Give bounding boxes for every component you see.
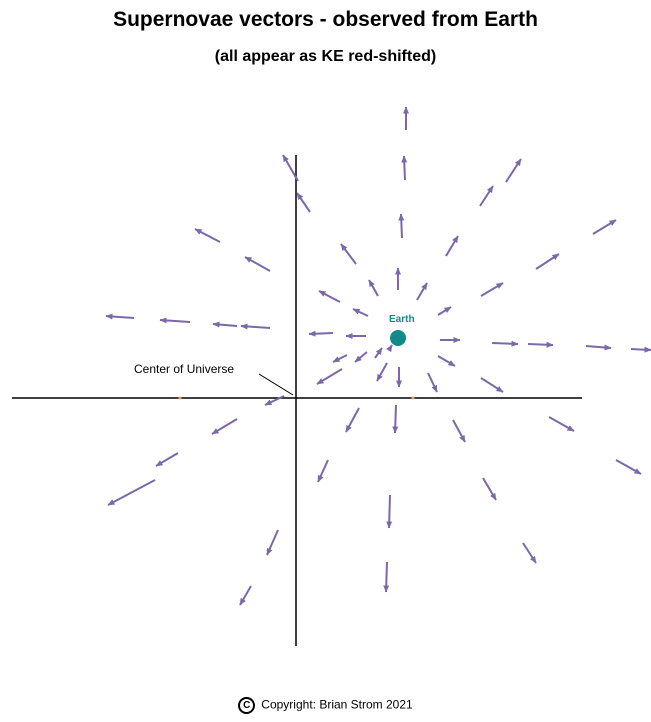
- vector-arrow: [386, 494, 393, 529]
- vector-arrow: [585, 344, 612, 351]
- vector-arrow: [107, 479, 156, 506]
- vector-arrow: [386, 344, 393, 353]
- vector-arrow: [345, 407, 360, 433]
- supernova-vectors: [105, 106, 651, 606]
- vector-arrow: [239, 585, 252, 606]
- earth-label: Earth: [389, 314, 415, 325]
- vector-arrow: [592, 219, 617, 235]
- copyright-line: C Copyright: Brian Strom 2021: [0, 697, 651, 714]
- axis-dot: [411, 396, 415, 400]
- vector-arrow: [392, 404, 399, 434]
- vector-arrow: [308, 330, 334, 337]
- vector-arrow: [244, 256, 271, 272]
- vector-arrow: [548, 416, 575, 432]
- vector-arrow: [505, 158, 522, 183]
- vector-arrow: [630, 346, 651, 353]
- vector-arrow: [159, 317, 191, 324]
- vector-arrow: [264, 395, 285, 406]
- vector-arrow: [155, 452, 179, 467]
- copyright-icon: C: [238, 697, 256, 714]
- diagram-title: Supernovae vectors - observed from Earth: [113, 8, 538, 31]
- vector-arrow: [401, 155, 408, 181]
- vector-arrow: [482, 477, 497, 501]
- vector-arrow: [479, 185, 494, 207]
- vector-arrow: [266, 529, 279, 556]
- center-of-universe-label: Center of Universe: [134, 362, 234, 376]
- vector-arrow: [615, 459, 642, 475]
- vector-arrow: [212, 321, 238, 328]
- vector-arrow: [522, 542, 537, 564]
- vector-arrow: [452, 419, 466, 443]
- axis-dot: [178, 396, 182, 400]
- vector-arrow: [316, 368, 343, 385]
- vector-arrow: [194, 228, 221, 243]
- vector-arrow: [211, 418, 238, 435]
- vector-arrow: [398, 213, 405, 239]
- vector-arrow: [480, 282, 504, 297]
- vector-arrow: [368, 279, 379, 297]
- vector-arrow: [445, 235, 459, 257]
- vector-arrow: [240, 323, 271, 330]
- vector-arrow: [374, 347, 383, 359]
- vector-arrow: [340, 243, 357, 265]
- vector-arrow: [427, 372, 438, 393]
- vector-arrow: [437, 355, 456, 367]
- vector-arrow: [318, 290, 341, 303]
- vector-arrow: [416, 282, 428, 301]
- vector-arrow: [354, 351, 368, 363]
- center-leader-line: [258, 373, 294, 396]
- vector-arrow: [282, 154, 299, 182]
- copyright-text: Copyright: Brian Strom 2021: [261, 697, 413, 712]
- vector-arrow: [317, 459, 329, 483]
- vector-arrow: [480, 377, 504, 393]
- vector-arrow: [352, 308, 369, 317]
- vector-arrow: [296, 192, 311, 213]
- vector-arrow: [535, 253, 560, 270]
- vector-arrow: [105, 313, 135, 320]
- vector-arrow: [491, 340, 519, 347]
- vector-arrow: [383, 561, 390, 593]
- earth-dot: [390, 330, 406, 346]
- vector-arrow: [376, 362, 388, 382]
- vector-arrow: [527, 341, 554, 348]
- vector-arrow: [437, 306, 452, 316]
- diagram-subtitle: (all appear as KE red-shifted): [214, 48, 437, 65]
- vector-arrow: [332, 354, 348, 363]
